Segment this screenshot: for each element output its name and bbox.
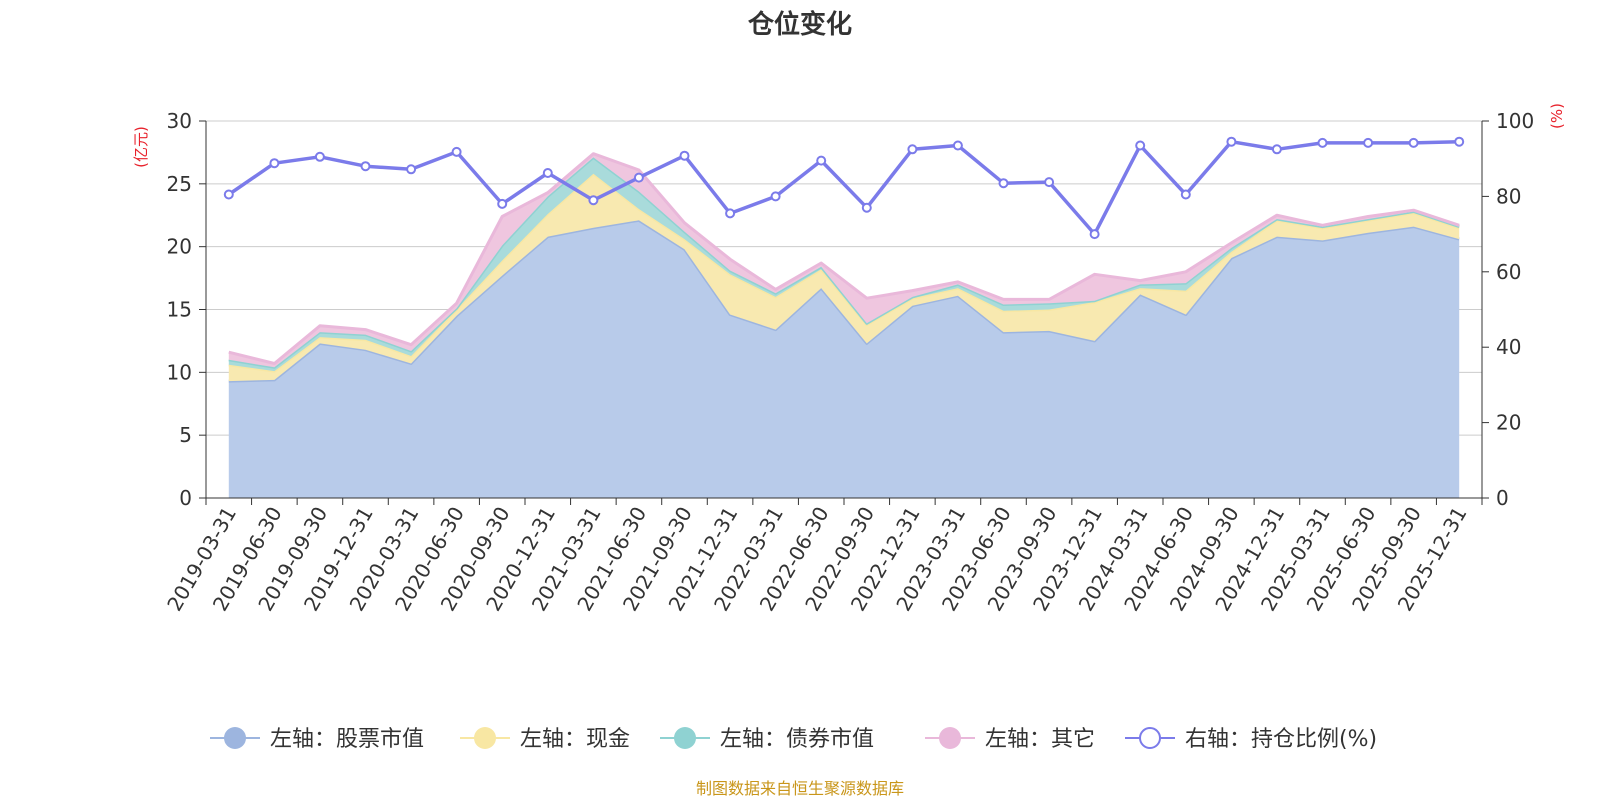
ratio-point-2022-12-31 <box>907 144 918 155</box>
ratio-point-2021-06-30 <box>633 172 644 183</box>
legend-filled-circle-icon <box>224 727 246 749</box>
area-edge-3 <box>228 152 1460 365</box>
left-tick-label-15: 15 <box>167 298 192 322</box>
ratio-point-2019-06-30 <box>269 158 280 169</box>
left-tick-label-0: 0 <box>179 486 192 510</box>
left-tick-label-10: 10 <box>167 360 192 384</box>
ratio-point-2024-06-30 <box>1180 189 1191 200</box>
ratio-point-2019-12-31 <box>360 161 371 172</box>
ratio-point-2020-06-30 <box>451 146 462 157</box>
legend-filled-circle-icon <box>674 727 696 749</box>
right-tick-label-40: 40 <box>1496 335 1521 359</box>
left-tick-label-5: 5 <box>179 423 192 447</box>
legend-hollow-circle-icon <box>1139 727 1161 749</box>
ratio-point-2024-09-30 <box>1226 136 1237 147</box>
area-series-1 <box>228 173 1460 382</box>
ratio-point-2019-09-30 <box>314 151 325 162</box>
ratio-point-2025-09-30 <box>1408 137 1419 148</box>
left-tick-label-20: 20 <box>167 235 192 259</box>
ratio-line <box>227 139 1460 236</box>
legend-label-3: 左轴：其它 <box>985 727 1095 752</box>
ratio-point-2022-03-31 <box>770 191 781 202</box>
legend-label-1: 左轴：现金 <box>520 727 630 752</box>
area-series-0 <box>228 220 1460 499</box>
ratio-point-2020-12-31 <box>542 168 553 178</box>
ratio-point-2024-12-31 <box>1271 144 1282 155</box>
ratio-point-2023-03-31 <box>952 140 963 151</box>
source-note: 制图数据来自恒生聚源数据库 <box>696 779 904 798</box>
ratio-point-2021-03-31 <box>588 195 599 206</box>
right-axis-unit: (%) <box>1548 103 1566 129</box>
ratio-point-2020-03-31 <box>406 164 417 175</box>
legend-item-2[interactable]: 左轴：债券市值 <box>660 727 874 752</box>
ratio-point-2025-12-31 <box>1454 136 1465 147</box>
legend-item-3[interactable]: 左轴：其它 <box>925 727 1095 752</box>
ratio-point-2021-12-31 <box>725 208 736 219</box>
ratio-point-2025-03-31 <box>1317 137 1328 148</box>
ratio-point-2023-06-30 <box>998 178 1009 189</box>
legend-item-1[interactable]: 左轴：现金 <box>460 727 630 752</box>
legend-label-0: 左轴：股票市值 <box>270 727 424 752</box>
legend-label-4: 右轴：持仓比例(%) <box>1185 727 1377 752</box>
left-tick-label-25: 25 <box>167 172 192 196</box>
legend-filled-circle-icon <box>474 727 496 749</box>
ratio-point-2025-06-30 <box>1363 137 1374 148</box>
right-tick-label-0: 0 <box>1496 486 1509 510</box>
legend-filled-circle-icon <box>939 727 961 749</box>
chart-title: 仓位变化 <box>747 9 852 40</box>
right-tick-label-100: 100 <box>1496 109 1534 133</box>
area-series-3 <box>228 153 1460 368</box>
ratio-point-2022-09-30 <box>861 202 872 213</box>
right-tick-label-80: 80 <box>1496 184 1521 208</box>
legend-item-0[interactable]: 左轴：股票市值 <box>210 727 424 752</box>
right-tick-label-20: 20 <box>1496 411 1521 435</box>
legend-item-4[interactable]: 右轴：持仓比例(%) <box>1125 727 1377 752</box>
ratio-point-2023-09-30 <box>1044 177 1055 188</box>
ratio-point-2023-12-31 <box>1089 229 1100 240</box>
legend-label-2: 左轴：债券市值 <box>720 727 874 752</box>
ratio-point-2024-03-31 <box>1135 140 1146 151</box>
right-tick-label-60: 60 <box>1496 260 1521 284</box>
ratio-point-2020-09-30 <box>497 198 508 209</box>
ratio-point-2022-06-30 <box>816 155 827 166</box>
left-tick-label-30: 30 <box>167 109 192 133</box>
left-axis-unit: (亿元) <box>132 126 150 168</box>
legend[interactable]: 左轴：股票市值 左轴：现金 左轴：债券市值 左轴：其它 右轴：持仓比例(%) <box>210 727 1377 752</box>
ratio-point-2019-03-31 <box>223 189 234 200</box>
ratio-point-2021-09-30 <box>679 150 690 161</box>
ratio-line-series <box>223 136 1465 240</box>
stacked-areas <box>228 152 1460 499</box>
